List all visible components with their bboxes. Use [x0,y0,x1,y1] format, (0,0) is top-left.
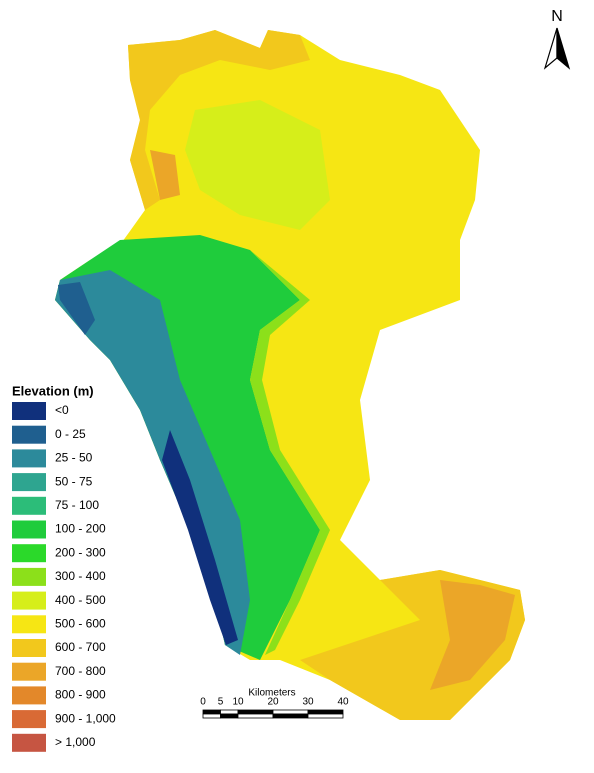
scale-tick-label: 30 [302,697,314,708]
scale-segment [220,709,239,715]
legend: Elevation (m) <0 0 - 25 25 - 50 50 - 75 75 -… [12,383,116,752]
arrow-right [556,27,571,70]
legend-swatch [12,402,46,420]
legend-label: 900 - 1,000 [55,711,116,725]
scale-segment [307,713,344,719]
legend-label: 700 - 800 [55,664,106,678]
legend-swatch [12,615,46,634]
legend-swatch [12,544,46,563]
legend-label: 400 - 500 [55,593,106,607]
region [162,430,238,645]
legend-swatch [12,686,46,705]
scale-title: Kilometers [248,688,295,699]
legend-title: Elevation (m) [12,383,94,398]
scale-tick-label: 0 [200,697,206,708]
region [430,580,515,690]
legend-label: 0 - 25 [55,427,86,441]
legend-label: 200 - 300 [55,545,106,559]
legend-swatch [12,520,46,539]
legend-label: 75 - 100 [55,498,99,512]
region [58,282,95,335]
region [55,30,525,720]
legend-label: <0 [55,403,69,417]
region [250,250,330,655]
scale-segment [220,713,239,719]
legend-label: 25 - 50 [55,451,93,465]
scale-segment [202,713,221,719]
scale-tick-label: 40 [337,697,349,708]
scale-segment [202,709,221,715]
legend-swatch [12,591,46,610]
legend-label: 50 - 75 [55,474,93,488]
legend-label: 500 - 600 [55,616,106,630]
scale-tick-label: 20 [267,697,279,708]
scale-tick-label: 10 [232,697,244,708]
legend-swatch [12,733,46,752]
legend-swatch [12,567,46,586]
legend-swatch [12,662,46,681]
legend-swatch [12,639,46,657]
legend-label: > 1,000 [55,735,96,749]
scale-segment [237,709,274,715]
scale-segment [237,713,274,719]
scale-bar: Kilometers 0 5 10 20 30 40 [200,688,349,719]
legend-swatch [12,449,46,468]
legend-swatch [12,425,46,444]
scale-segment [307,709,344,715]
legend-label: 800 - 900 [55,688,106,702]
scale-segment [272,709,309,715]
north-arrow: N [543,8,571,70]
legend-label: 100 - 200 [55,522,106,536]
arrow-left [543,27,558,70]
scale-tick-label: 5 [218,697,224,708]
region [185,100,330,230]
legend-label: 300 - 400 [55,569,106,583]
north-label: N [551,8,563,25]
legend-swatch [12,473,46,492]
region [150,150,180,200]
scale-segment [272,713,309,719]
region [128,30,310,210]
legend-swatch [12,710,46,729]
legend-label: 600 - 700 [55,640,106,654]
terrain [55,30,525,720]
legend-swatch [12,496,46,515]
